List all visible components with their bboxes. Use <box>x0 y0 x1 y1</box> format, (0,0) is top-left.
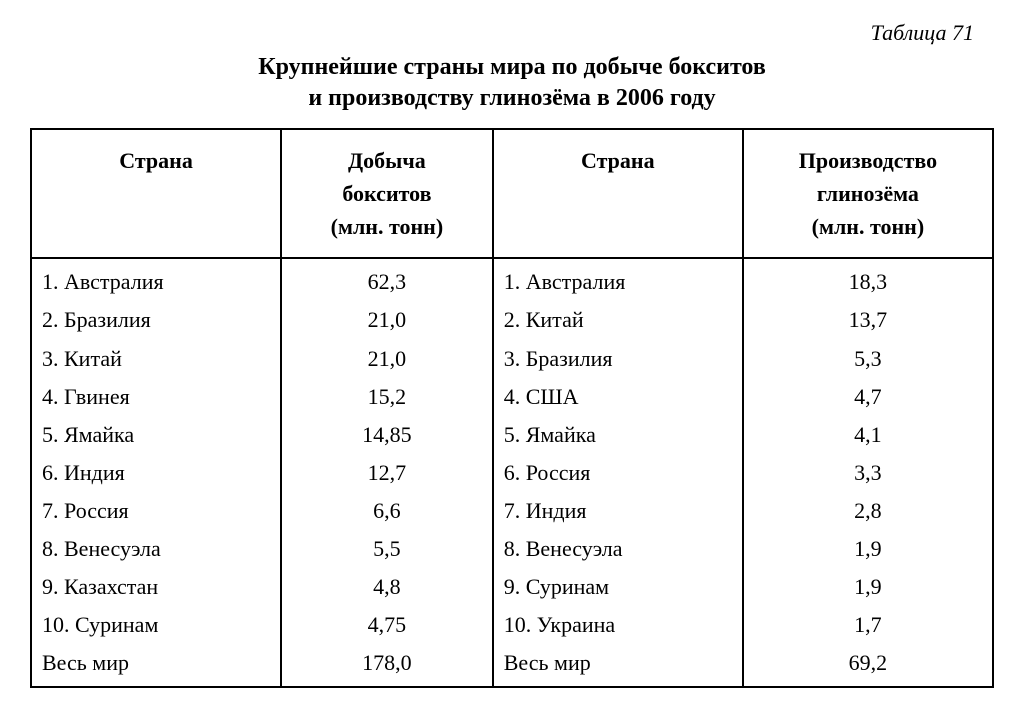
table-row: 4. Гвинея15,24. США4,7 <box>31 378 993 416</box>
table-caption: Таблица 71 <box>30 20 994 46</box>
table-title: Крупнейшие страны мира по добыче боксито… <box>30 52 994 114</box>
header-bauxite: Добыча бокситов (млн. тонн) <box>281 129 493 258</box>
header-text: Производство <box>799 148 937 173</box>
cell-value-2: 18,3 <box>743 258 993 301</box>
cell-value-2: 2,8 <box>743 492 993 530</box>
table-row: 3. Китай21,03. Бразилия5,3 <box>31 340 993 378</box>
cell-country-2: 5. Ямайка <box>493 416 743 454</box>
header-country-2: Страна <box>493 129 743 258</box>
cell-country-1: 7. Россия <box>31 492 281 530</box>
cell-value-1: 21,0 <box>281 301 493 339</box>
cell-value-2: 4,1 <box>743 416 993 454</box>
table-row: 8. Венесуэла5,58. Венесуэла1,9 <box>31 530 993 568</box>
header-alumina: Производство глинозёма (млн. тонн) <box>743 129 993 258</box>
header-text: Страна <box>119 148 193 173</box>
cell-value-1: 4,8 <box>281 568 493 606</box>
cell-country-1: 4. Гвинея <box>31 378 281 416</box>
cell-value-1: 178,0 <box>281 644 493 687</box>
table-row: Весь мир178,0Весь мир69,2 <box>31 644 993 687</box>
cell-country-1: 5. Ямайка <box>31 416 281 454</box>
title-line-2: и производству глинозёма в 2006 году <box>308 85 715 111</box>
header-text: Страна <box>581 148 655 173</box>
cell-value-2: 5,3 <box>743 340 993 378</box>
table-row: 9. Казахстан4,89. Суринам1,9 <box>31 568 993 606</box>
header-text: глинозёма <box>817 181 919 206</box>
cell-country-1: 1. Австралия <box>31 258 281 301</box>
table-row: 2. Бразилия21,02. Китай13,7 <box>31 301 993 339</box>
cell-value-1: 21,0 <box>281 340 493 378</box>
cell-country-2: 2. Китай <box>493 301 743 339</box>
cell-value-2: 69,2 <box>743 644 993 687</box>
table-row: 5. Ямайка14,855. Ямайка4,1 <box>31 416 993 454</box>
header-text: (млн. тонн) <box>812 214 925 239</box>
cell-value-1: 15,2 <box>281 378 493 416</box>
table-body: 1. Австралия62,31. Австралия18,32. Брази… <box>31 258 993 687</box>
cell-country-1: 8. Венесуэла <box>31 530 281 568</box>
cell-country-2: 7. Индия <box>493 492 743 530</box>
cell-value-2: 13,7 <box>743 301 993 339</box>
cell-country-1: 10. Суринам <box>31 606 281 644</box>
cell-country-1: 9. Казахстан <box>31 568 281 606</box>
cell-country-1: 3. Китай <box>31 340 281 378</box>
cell-country-2: 8. Венесуэла <box>493 530 743 568</box>
table-row: 1. Австралия62,31. Австралия18,3 <box>31 258 993 301</box>
cell-value-2: 1,9 <box>743 568 993 606</box>
cell-country-2: Весь мир <box>493 644 743 687</box>
header-row: Страна Добыча бокситов (млн. тонн) Стран… <box>31 129 993 258</box>
cell-country-2: 3. Бразилия <box>493 340 743 378</box>
table-row: 7. Россия6,67. Индия2,8 <box>31 492 993 530</box>
header-text: (млн. тонн) <box>331 214 444 239</box>
table-row: 6. Индия12,76. Россия3,3 <box>31 454 993 492</box>
cell-value-2: 4,7 <box>743 378 993 416</box>
cell-country-2: 6. Россия <box>493 454 743 492</box>
header-text: бокситов <box>342 181 431 206</box>
cell-value-2: 3,3 <box>743 454 993 492</box>
cell-country-1: Весь мир <box>31 644 281 687</box>
cell-country-2: 9. Суринам <box>493 568 743 606</box>
header-text: Добыча <box>348 148 426 173</box>
cell-country-1: 2. Бразилия <box>31 301 281 339</box>
cell-country-2: 1. Австралия <box>493 258 743 301</box>
cell-value-1: 12,7 <box>281 454 493 492</box>
cell-value-1: 6,6 <box>281 492 493 530</box>
header-country-1: Страна <box>31 129 281 258</box>
cell-country-2: 4. США <box>493 378 743 416</box>
data-table: Страна Добыча бокситов (млн. тонн) Стран… <box>30 128 994 688</box>
cell-value-2: 1,9 <box>743 530 993 568</box>
cell-value-1: 14,85 <box>281 416 493 454</box>
cell-value-1: 5,5 <box>281 530 493 568</box>
cell-value-1: 4,75 <box>281 606 493 644</box>
cell-value-2: 1,7 <box>743 606 993 644</box>
cell-value-1: 62,3 <box>281 258 493 301</box>
cell-country-2: 10. Украина <box>493 606 743 644</box>
title-line-1: Крупнейшие страны мира по добыче боксито… <box>258 54 766 80</box>
cell-country-1: 6. Индия <box>31 454 281 492</box>
table-row: 10. Суринам4,7510. Украина1,7 <box>31 606 993 644</box>
